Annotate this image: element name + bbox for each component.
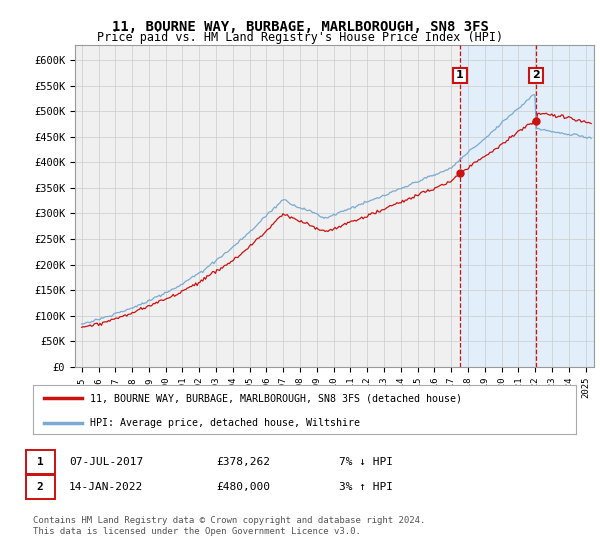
Text: 2: 2 bbox=[37, 482, 44, 492]
Text: 14-JAN-2022: 14-JAN-2022 bbox=[69, 482, 143, 492]
Text: 1: 1 bbox=[37, 457, 44, 467]
Text: 3% ↑ HPI: 3% ↑ HPI bbox=[339, 482, 393, 492]
Text: 2: 2 bbox=[532, 71, 540, 81]
Bar bbox=[460, 45, 594, 367]
Text: 11, BOURNE WAY, BURBAGE, MARLBOROUGH, SN8 3FS: 11, BOURNE WAY, BURBAGE, MARLBOROUGH, SN… bbox=[112, 20, 488, 34]
Text: HPI: Average price, detached house, Wiltshire: HPI: Average price, detached house, Wilt… bbox=[90, 418, 360, 428]
Text: £378,262: £378,262 bbox=[216, 457, 270, 467]
Text: 1: 1 bbox=[456, 71, 464, 81]
Text: Contains HM Land Registry data © Crown copyright and database right 2024.
This d: Contains HM Land Registry data © Crown c… bbox=[33, 516, 425, 536]
Text: 7% ↓ HPI: 7% ↓ HPI bbox=[339, 457, 393, 467]
Text: £480,000: £480,000 bbox=[216, 482, 270, 492]
FancyBboxPatch shape bbox=[26, 450, 55, 474]
Text: Price paid vs. HM Land Registry's House Price Index (HPI): Price paid vs. HM Land Registry's House … bbox=[97, 31, 503, 44]
Text: 11, BOURNE WAY, BURBAGE, MARLBOROUGH, SN8 3FS (detached house): 11, BOURNE WAY, BURBAGE, MARLBOROUGH, SN… bbox=[90, 393, 462, 403]
FancyBboxPatch shape bbox=[26, 475, 55, 499]
Text: 07-JUL-2017: 07-JUL-2017 bbox=[69, 457, 143, 467]
